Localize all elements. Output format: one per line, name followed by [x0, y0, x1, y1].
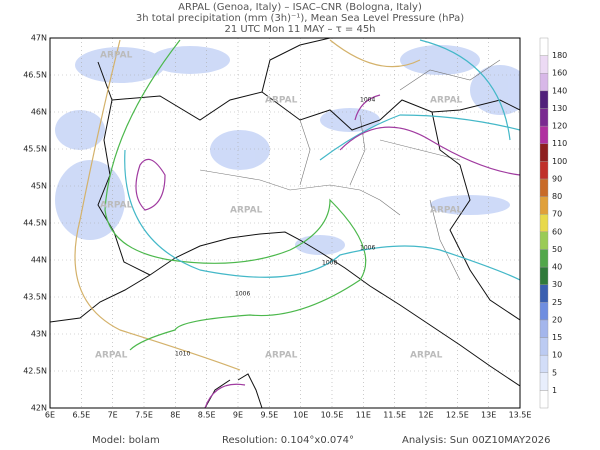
lat-label: 45.5N	[23, 145, 47, 154]
lon-label: 11.5E	[383, 411, 406, 420]
isobars	[74, 39, 520, 408]
colorbar-label: 40	[552, 263, 562, 272]
colorbar-segment	[539, 302, 549, 321]
colorbar-segment	[539, 161, 549, 180]
precip-areas	[55, 45, 520, 255]
colorbar-label: 140	[552, 86, 567, 95]
map-frame	[49, 37, 521, 409]
colorbar-segment	[539, 196, 549, 215]
lon-label: 10E	[293, 411, 308, 420]
lat-label: 44.5N	[23, 219, 47, 228]
lon-label: 9E	[233, 411, 243, 420]
colorbar-label: 160	[552, 69, 567, 78]
contour-label: 1004	[360, 97, 375, 104]
lon-label: 8.5E	[198, 411, 216, 420]
lat-label: 42.5N	[23, 367, 47, 376]
colorbar-label: 30	[552, 280, 562, 289]
lon-label: 12E	[418, 411, 433, 420]
colorbar-segment	[539, 108, 549, 127]
colorbar-segment	[539, 266, 549, 285]
lat-label: 43.5N	[23, 293, 47, 302]
watermark: ARPAL	[265, 96, 298, 106]
colorbar-segment	[539, 55, 549, 74]
colorbar-segment	[539, 143, 549, 162]
watermark: ARPAL	[100, 51, 133, 61]
watermark: ARPAL	[100, 201, 133, 211]
lon-label: 6E	[45, 411, 55, 420]
colorbar-segment	[539, 125, 549, 144]
lon-label: 13E	[481, 411, 496, 420]
colorbar-label: 5	[552, 368, 557, 377]
lon-label: 6.5E	[72, 411, 90, 420]
coast-borders	[50, 38, 520, 408]
colorbar-segment	[539, 319, 549, 338]
colorbar-segment	[539, 354, 549, 373]
colorbar-label: 25	[552, 298, 562, 307]
lon-label: 10.5E	[321, 411, 344, 420]
lat-label: 46N	[31, 108, 47, 117]
lon-label: 7E	[108, 411, 118, 420]
colorbar-label: 180	[552, 51, 567, 60]
colorbar-segment	[539, 249, 549, 268]
colorbar-label: 15	[552, 333, 562, 342]
colorbar-segment	[539, 231, 549, 250]
colorbar-label: 90	[552, 174, 562, 183]
colorbar-segment	[539, 372, 549, 391]
colorbar-segment	[539, 73, 549, 92]
lon-label: 7.5E	[135, 411, 153, 420]
watermark: ARPAL	[230, 206, 263, 216]
map: 1004 1006 1006 1008 1010 ARPAL ARPAL ARPAL…	[50, 38, 520, 408]
contour-label: 1008	[322, 260, 337, 267]
lat-label: 43N	[31, 330, 47, 339]
lon-label: 13.5E	[509, 411, 532, 420]
lon-label: 9.5E	[260, 411, 278, 420]
colorbar-label: 20	[552, 315, 562, 324]
footer-resolution: Resolution: 0.104°x0.074°	[222, 435, 354, 446]
header-line: 21 UTC Mon 11 MAY – τ = 45h	[224, 24, 375, 35]
colorbar-segment	[539, 178, 549, 197]
colorbar-segment	[539, 213, 549, 233]
regional-borders	[199, 59, 501, 281]
footer-analysis: Analysis: Sun 00Z10MAY2026	[402, 435, 551, 446]
colorbar-segment	[539, 337, 549, 356]
contour-label: 1006	[360, 245, 375, 252]
colorbar-label: 80	[552, 192, 562, 201]
colorbar-label: 110	[552, 139, 567, 148]
colorbar-label: 50	[552, 245, 562, 254]
lat-label: 42N	[31, 404, 47, 413]
colorbar-label: 1	[552, 386, 557, 395]
lon-label: 11E	[356, 411, 371, 420]
watermark: ARPAL	[95, 351, 128, 361]
colorbar-label: 60	[552, 227, 562, 236]
footer-model: Model: bolam	[92, 435, 160, 446]
colorbar-label: 70	[552, 210, 562, 219]
contour-label: 1006	[235, 291, 250, 298]
lon-label: 12.5E	[446, 411, 469, 420]
watermark: ARPAL	[265, 351, 298, 361]
colorbar-segment	[539, 390, 549, 409]
lat-label: 47N	[31, 34, 47, 43]
contour-label: 1010	[175, 351, 190, 358]
colorbar-label: 120	[552, 122, 567, 131]
lat-label: 44N	[31, 256, 47, 265]
lat-label: 45N	[31, 182, 47, 191]
colorbar-segment	[539, 37, 549, 56]
colorbar-label: 10	[552, 351, 562, 360]
colorbar-label: 130	[552, 104, 567, 113]
watermark: ARPAL	[430, 206, 463, 216]
lon-label: 8E	[170, 411, 180, 420]
colorbar-label: 100	[552, 157, 567, 166]
lat-label: 46.5N	[23, 71, 47, 80]
watermark: ARPAL	[430, 96, 463, 106]
watermark: ARPAL	[410, 351, 443, 361]
colorbar-segment	[539, 284, 549, 303]
header-line: 3h total precipitation (mm (3h)⁻¹), Mean…	[136, 13, 464, 24]
header-line: ARPAL (Genoa, Italy) – ISAC–CNR (Bologna…	[178, 2, 422, 13]
colorbar-segment	[539, 90, 549, 109]
